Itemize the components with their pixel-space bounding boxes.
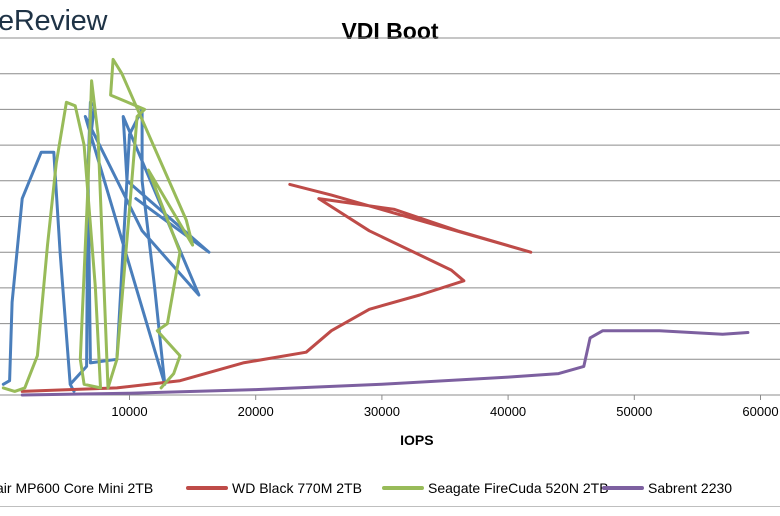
gridlines (0, 37, 780, 360)
legend-label: Seagate FireCuda 520N 2TB (428, 480, 609, 496)
legend-label: WD Black 770M 2TB (232, 480, 362, 496)
series-line-3 (1, 57, 195, 393)
legend-label: Sabrent 2230 (648, 480, 733, 496)
series-line-4 (20, 329, 750, 397)
x-tick-labels: 10000 20000 30000 40000 50000 60000 (111, 404, 778, 419)
x-tick-label: 30000 (364, 404, 400, 419)
legend-item: WD Black 770M 2TB (186, 480, 362, 496)
series-lines (1, 57, 750, 397)
logo-text: eReview (0, 5, 108, 37)
legend-swatch (186, 486, 228, 490)
x-tick-label: 40000 (490, 404, 526, 419)
x-tick-label: 60000 (742, 404, 778, 419)
x-tick-label: 20000 (238, 404, 274, 419)
legend-item: air MP600 Core Mini 2TB (0, 480, 153, 496)
axes (0, 394, 780, 400)
legend-swatch (382, 486, 424, 490)
chart-title: VDI Boot (341, 18, 439, 44)
legend-item: Sabrent 2230 (602, 480, 732, 496)
x-tick-label: 10000 (111, 404, 147, 419)
legend-item: Seagate FireCuda 520N 2TB (382, 480, 609, 496)
legend-label: air MP600 Core Mini 2TB (0, 480, 154, 496)
x-tick-label: 50000 (616, 404, 652, 419)
legend-swatch (602, 486, 644, 490)
legend: air MP600 Core Mini 2TB WD Black 770M 2TB… (0, 474, 780, 500)
series-line-2 (20, 182, 533, 393)
frame-border (0, 506, 780, 507)
x-axis-label: IOPS (400, 432, 433, 448)
